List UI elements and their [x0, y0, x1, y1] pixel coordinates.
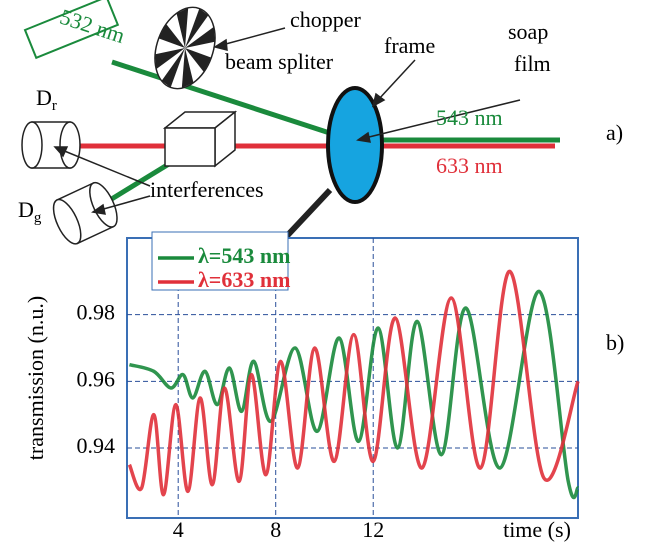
chopper-blade	[155, 48, 185, 70]
chopper-blade	[181, 48, 194, 89]
laser	[23, 0, 120, 60]
chopper-blade	[161, 48, 185, 88]
film-label: film	[514, 51, 551, 76]
detector-red-label: Dr	[36, 85, 57, 114]
legend-label: λ=543 nm	[198, 243, 290, 268]
d-sub: g	[34, 210, 42, 226]
detector-green-label: Dg	[18, 197, 42, 226]
frame-label: frame	[384, 33, 435, 58]
x-tick-label: 4	[173, 517, 184, 542]
green-beam	[111, 59, 346, 141]
chopper-blade	[185, 48, 212, 72]
red-beam-label: 633 nm	[436, 153, 503, 178]
chopper-disk	[154, 6, 216, 90]
y-tick-label: 0.96	[77, 366, 116, 391]
y-tick-label: 0.94	[77, 433, 116, 458]
x-tick-label: 8	[270, 517, 281, 542]
laser-label: 532 nm	[57, 4, 128, 48]
green-beam-label: 543 nm	[436, 105, 503, 130]
chart: transmission (n.u.) time (s) 0.94 0.96 0.9…	[23, 231, 580, 542]
chopper-blade	[185, 26, 215, 48]
arrows	[53, 27, 521, 215]
chopper-blade	[185, 8, 209, 48]
soap-film-frame	[326, 86, 384, 204]
beam-splitter-cube	[162, 110, 238, 168]
panel-b-label: b)	[606, 330, 624, 355]
chopper-blade	[176, 7, 189, 48]
d-sub: r	[52, 98, 57, 114]
interferences-label: interferences	[150, 177, 264, 202]
detector-green	[52, 181, 118, 245]
x-tick-label: 12	[362, 517, 384, 542]
d-main: D	[36, 85, 52, 110]
frame-handle	[282, 187, 333, 241]
data-line	[128, 289, 580, 500]
beam-splitter-label: beam spliter	[225, 49, 334, 74]
legend-label: λ=633 nm	[198, 267, 290, 292]
d-main: D	[18, 197, 34, 222]
x-axis-label: time (s)	[503, 517, 571, 542]
y-tick-label: 0.98	[77, 300, 116, 325]
detector-red	[21, 121, 81, 169]
data-line	[127, 269, 580, 497]
chopper-blade	[158, 24, 185, 48]
y-axis-label: transmission (n.u.)	[23, 296, 48, 460]
soap-label: soap	[508, 19, 548, 44]
chopper-label: chopper	[290, 7, 362, 32]
setup-diagram: 532 nm chopper beam spliter frame soap f…	[18, 0, 624, 355]
panel-a-label: a)	[606, 120, 623, 145]
